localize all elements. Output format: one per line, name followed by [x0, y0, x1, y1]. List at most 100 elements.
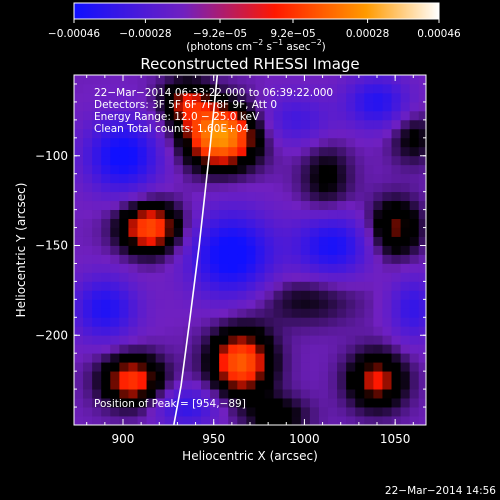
heatmap-cell — [291, 380, 302, 390]
heatmap-cell — [318, 83, 329, 94]
x-tick-label: 1000 — [289, 432, 320, 446]
heatmap-cell — [146, 245, 157, 255]
heatmap-cell — [409, 92, 420, 103]
heatmap-cell — [83, 263, 93, 273]
heatmap-cell — [246, 407, 256, 417]
heatmap-cell — [328, 227, 338, 237]
heatmap-cell — [255, 75, 265, 85]
heatmap-cell — [74, 137, 84, 148]
heatmap-cell — [328, 308, 338, 318]
heatmap-cell — [273, 371, 284, 381]
heatmap-cell — [246, 236, 256, 246]
heatmap-cell — [201, 389, 211, 399]
heatmap-cell — [318, 407, 329, 417]
heatmap-cell — [346, 227, 356, 237]
heatmap-cell — [309, 407, 320, 417]
heatmap-cell — [146, 263, 157, 273]
heatmap-cell — [83, 164, 93, 175]
heatmap-cell — [191, 236, 202, 246]
heatmap-cell — [346, 191, 356, 202]
heatmap-cell — [291, 110, 302, 121]
heatmap-cell — [173, 326, 184, 336]
heatmap-cell — [155, 299, 166, 309]
heatmap-cell — [182, 317, 193, 327]
heatmap-cell — [191, 245, 202, 255]
heatmap-cell — [364, 299, 374, 309]
heatmap-cell — [291, 326, 302, 336]
heatmap-cell — [328, 290, 338, 300]
heatmap-cell — [191, 92, 202, 103]
detectors-text: Detectors: 3F 5F 6F 7F 8F 9F, Att 0 — [94, 99, 277, 111]
heatmap-cell — [418, 371, 426, 381]
heatmap-cell — [146, 155, 157, 166]
heatmap-cell — [364, 137, 374, 148]
heatmap-cell — [391, 200, 401, 211]
heatmap-cell — [309, 353, 320, 363]
heatmap-cell — [291, 398, 302, 408]
heatmap-cell — [173, 137, 184, 148]
heatmap-cell — [191, 110, 202, 121]
heatmap-cell — [201, 128, 211, 139]
heatmap-cell — [201, 398, 211, 408]
heatmap-cell — [364, 191, 374, 202]
heatmap-cell — [191, 227, 202, 237]
heatmap-cell — [409, 182, 420, 193]
heatmap-cell — [309, 380, 320, 390]
heatmap-cell — [264, 254, 274, 264]
heatmap-cell — [110, 290, 120, 300]
heatmap-cell — [155, 281, 166, 291]
heatmap-cell — [373, 209, 383, 219]
heatmap-cell — [228, 173, 238, 184]
heatmap-cell — [119, 371, 129, 381]
time-range-text: 22−Mar−2014 06:33:22.000 to 06:39:22.000 — [94, 87, 333, 99]
heatmap-cell — [164, 182, 175, 193]
heatmap-cell — [201, 317, 211, 327]
heatmap-cell — [400, 164, 411, 175]
y-axis-ticks — [74, 83, 426, 426]
heatmap-cell — [364, 398, 374, 408]
heatmap-cell — [318, 335, 329, 345]
heatmap-cell — [282, 317, 293, 327]
heatmap-cell — [210, 75, 220, 85]
heatmap-cell — [83, 407, 93, 417]
heatmap-cell — [146, 227, 157, 237]
heatmap-cell — [255, 299, 265, 309]
heatmap-cell — [191, 146, 202, 157]
heatmap-cell — [155, 353, 166, 363]
heatmap-cell — [137, 416, 147, 425]
heatmap-cell — [364, 155, 374, 166]
heatmap-cell — [110, 245, 120, 255]
heatmap-cell — [300, 281, 311, 291]
heatmap-cell — [318, 128, 329, 139]
heatmap-cell — [191, 290, 202, 300]
heatmap-cell — [219, 146, 229, 157]
heatmap-cell — [155, 416, 166, 425]
heatmap-cell — [255, 362, 265, 372]
heatmap-cell — [400, 173, 411, 184]
heatmap-cell — [309, 263, 320, 273]
heatmap-cell — [228, 182, 238, 193]
heatmap-cell — [128, 407, 138, 417]
heatmap-cell — [418, 119, 426, 130]
heatmap-cell — [219, 272, 229, 282]
heatmap-cell — [418, 308, 426, 318]
heatmap-cell — [328, 326, 338, 336]
heatmap-cell — [264, 344, 274, 354]
heatmap-cell — [273, 353, 284, 363]
heatmap-cell — [400, 254, 411, 264]
heatmap-cell — [191, 173, 202, 184]
heatmap-cell — [137, 137, 147, 148]
heatmap-cell — [400, 308, 411, 318]
heatmap-cell — [364, 308, 374, 318]
heatmap-cell — [219, 119, 229, 130]
heatmap-cell — [83, 389, 93, 399]
heatmap-cell — [418, 83, 426, 94]
heatmap-cell — [101, 398, 111, 408]
heatmap-cell — [418, 191, 426, 202]
heatmap-cell — [391, 101, 401, 112]
heatmap-cell — [146, 128, 157, 139]
heatmap-cell — [300, 344, 311, 354]
heatmap-cell — [282, 416, 293, 425]
heatmap-cell — [400, 263, 411, 273]
heatmap-cell — [391, 326, 401, 336]
